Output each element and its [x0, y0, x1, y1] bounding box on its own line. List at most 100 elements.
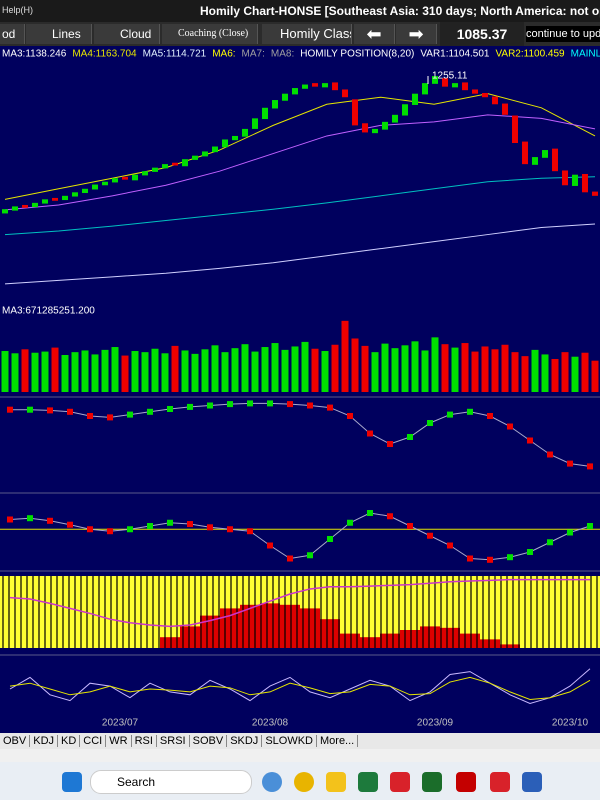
area-bar [380, 633, 400, 648]
tool-button[interactable]: Homily Class [262, 24, 352, 44]
app-icon[interactable] [326, 772, 346, 792]
indicator-tab[interactable]: WR [106, 735, 132, 747]
candle [172, 162, 178, 166]
candle [292, 88, 298, 95]
indicator-label: MA7: [242, 49, 265, 60]
candle [42, 199, 48, 204]
indicator-tab[interactable]: OBV [0, 735, 31, 747]
peak-label: 1255.11 [432, 71, 468, 82]
volume-bar [11, 353, 19, 392]
spacer [0, 749, 600, 762]
oscillator-line [9, 676, 591, 700]
indicator-dot [567, 460, 573, 467]
indicator-label: MA3:1138.246 [2, 49, 67, 60]
indicator-dot [447, 542, 453, 549]
indicator-tabs: OBV KDJ KD CCI WR RSI SRSI SOBV SKDJ SLOWKD More..… [0, 733, 600, 749]
volume-bar [591, 360, 599, 392]
volume-bar [331, 344, 339, 392]
volume-bar [161, 353, 169, 392]
indicator-dot [367, 430, 373, 437]
candle [372, 128, 378, 134]
candle [592, 191, 598, 196]
candle [492, 96, 498, 105]
indicator-dot [547, 539, 553, 546]
app-icon[interactable] [490, 772, 510, 792]
tool-button[interactable]: od [0, 24, 25, 44]
indicator-dot [387, 513, 393, 520]
volume-bar [301, 341, 309, 392]
moving-average [4, 114, 596, 211]
candle [512, 115, 518, 143]
prev-button[interactable]: ⬅ [354, 24, 395, 44]
volume-bar [211, 345, 219, 392]
indicator-dot [467, 408, 473, 415]
indicator-dot [147, 408, 153, 415]
indicator-dot [187, 521, 193, 528]
search-text: Search [117, 775, 156, 789]
indicator-dot [67, 521, 73, 528]
taskbar: Search [0, 762, 600, 800]
candle [62, 195, 68, 201]
indicator-dot [287, 555, 293, 562]
app-icon[interactable] [390, 772, 410, 792]
volume-bar [61, 355, 69, 392]
candle [122, 176, 128, 180]
app-icon[interactable] [422, 772, 442, 792]
candle [72, 192, 78, 197]
app-icon[interactable] [262, 772, 282, 792]
candle [132, 174, 138, 181]
app-icon[interactable] [522, 772, 542, 792]
indicator-dot [527, 437, 533, 444]
indicator-tab[interactable]: SRSI [156, 735, 190, 747]
indicator-label: MA6: [212, 49, 235, 60]
indicator-dot [127, 526, 133, 533]
volume-bar [511, 352, 519, 392]
volume-bar [201, 349, 209, 392]
area-bar [480, 639, 500, 648]
tool-button[interactable]: Coaching (Close) [162, 24, 258, 44]
indicator-tab[interactable]: SOBV [189, 735, 228, 747]
volume-bar [371, 352, 379, 392]
candle [272, 100, 278, 109]
indicator-tab[interactable]: CCI [80, 735, 107, 747]
indicator-tab[interactable]: More... [317, 735, 359, 747]
indicator-dot [267, 542, 273, 549]
indicator-dot [287, 401, 293, 408]
tool-button[interactable]: Cloud [94, 24, 160, 44]
volume-bar [321, 351, 329, 392]
indicator-dot [207, 524, 213, 531]
volume-bar [531, 349, 539, 392]
indicator-tab[interactable]: SLOWKD [262, 735, 317, 747]
moving-average [4, 176, 596, 236]
tool-button[interactable]: Lines [26, 24, 92, 44]
indicator-label: VAR2:1100.459 [495, 49, 565, 60]
indicator-dot [407, 434, 413, 440]
indicator-dot [327, 536, 333, 542]
candle [562, 170, 568, 186]
candle [22, 204, 28, 208]
indicator-dot [207, 402, 213, 409]
indicator-dot [587, 463, 593, 470]
app-icon[interactable] [358, 772, 378, 792]
help-menu[interactable]: Help(H) [2, 5, 34, 15]
start-button[interactable] [62, 772, 82, 792]
indicator-tab[interactable]: KDJ [30, 735, 59, 747]
indicator-dot [307, 402, 313, 409]
app-icon[interactable] [294, 772, 314, 792]
candle [52, 197, 58, 201]
candle [332, 82, 338, 91]
candle [472, 89, 478, 94]
indicator-tab[interactable]: KD [58, 735, 81, 747]
indicator-dot [7, 516, 13, 523]
indicator-dot [167, 519, 173, 526]
candle [522, 141, 528, 165]
next-button[interactable]: ➡ [396, 24, 437, 44]
indicator-dot [487, 556, 493, 563]
indicator-tab[interactable]: SKDJ [227, 735, 263, 747]
candle [242, 128, 248, 137]
indicator-dot [247, 400, 253, 407]
volume-bar [111, 347, 119, 392]
indicator-tab[interactable]: RSI [131, 735, 157, 747]
search-box[interactable]: Search [90, 770, 252, 794]
app-icon[interactable] [456, 772, 476, 792]
